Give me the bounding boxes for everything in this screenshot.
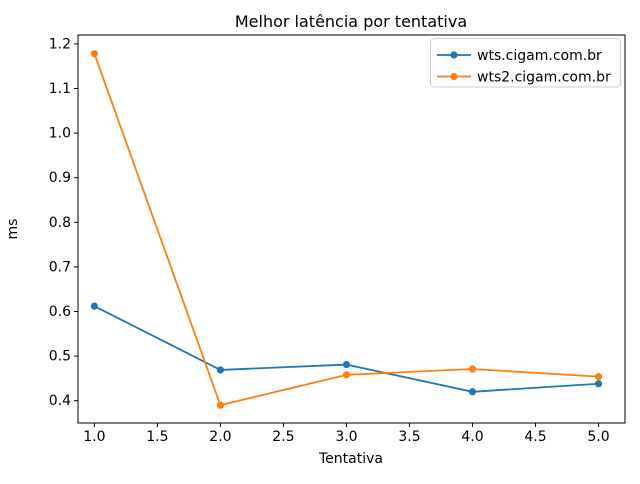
marker-wts2-cigam-com-br-x1 bbox=[90, 50, 98, 58]
series-line-wts2-cigam-com-br bbox=[93, 53, 599, 407]
marker-wts-cigam-com-br-x5 bbox=[594, 380, 603, 388]
marker-wts-cigam-com-br-x4 bbox=[468, 388, 477, 396]
legend-sample-marker-wts bbox=[450, 51, 458, 59]
legend-label-wts: wts.cigam.com.br bbox=[477, 48, 602, 64]
marker-wts2-cigam-com-br-x5 bbox=[594, 373, 603, 381]
x-tick-label-3.5: 3.5 bbox=[398, 429, 420, 445]
x-tick-label-4.5: 4.5 bbox=[524, 429, 546, 445]
legend-label-wts2: wts2.cigam.com.br bbox=[477, 70, 611, 86]
chart-title: Melhor latência por tentativa bbox=[235, 12, 467, 31]
x-tick-label-1.0: 1.0 bbox=[83, 429, 105, 445]
plot-area-frame bbox=[77, 34, 626, 424]
x-tick-label-3.0: 3.0 bbox=[335, 429, 357, 445]
y-tick-label-0.7: 0.7 bbox=[49, 259, 71, 275]
x-tick-label-1.5: 1.5 bbox=[146, 429, 168, 445]
series-line-wts-cigam-com-br bbox=[93, 305, 599, 393]
marker-wts-cigam-com-br-x1 bbox=[90, 302, 98, 310]
y-tick-label-0.6: 0.6 bbox=[49, 304, 71, 320]
marker-wts2-cigam-com-br-x4 bbox=[468, 365, 477, 373]
y-tick-label-1.0: 1.0 bbox=[49, 126, 71, 142]
x-tick-label-2.0: 2.0 bbox=[209, 429, 231, 445]
marker-wts-cigam-com-br-x2 bbox=[216, 366, 225, 374]
y-tick-label-0.4: 0.4 bbox=[49, 393, 71, 409]
data-series bbox=[90, 50, 603, 409]
y-tick-label-0.5: 0.5 bbox=[49, 349, 71, 365]
marker-wts2-cigam-com-br-x3 bbox=[342, 371, 351, 379]
x-tick-label-2.5: 2.5 bbox=[272, 429, 294, 445]
x-tick-label-4.0: 4.0 bbox=[461, 429, 483, 445]
legend-box bbox=[430, 38, 621, 88]
y-tick-label-1.2: 1.2 bbox=[49, 36, 71, 52]
legend: wts.cigam.com.br wts2.cigam.com.br bbox=[430, 38, 621, 88]
y-tick-label-0.9: 0.9 bbox=[49, 170, 71, 186]
legend-sample-marker-wts2 bbox=[450, 72, 458, 81]
marker-wts2-cigam-com-br-x2 bbox=[216, 401, 225, 409]
y-tick-label-0.8: 0.8 bbox=[49, 215, 71, 231]
axis-ticks: 1.0 1.5 2.0 2.5 3.0 3.5 4.0 4.5 5.0 0.4 0.5 0.6 0.7 0… bbox=[49, 36, 610, 445]
x-axis-label: Tentativa bbox=[318, 451, 383, 467]
x-tick-label-5.0: 5.0 bbox=[587, 429, 609, 445]
marker-wts-cigam-com-br-x3 bbox=[342, 360, 351, 369]
y-tick-label-1.1: 1.1 bbox=[49, 81, 71, 97]
y-axis-label: ms bbox=[5, 219, 21, 240]
